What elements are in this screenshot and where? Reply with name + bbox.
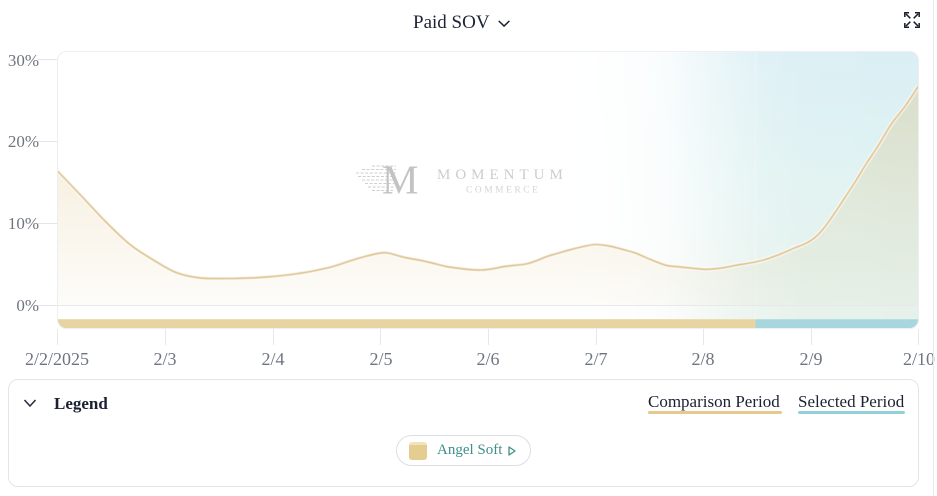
- svg-text:M: M: [382, 157, 418, 203]
- svg-text:COMMERCE: COMMERCE: [466, 186, 540, 196]
- svg-text:MOMENTUM: MOMENTUM: [437, 167, 568, 183]
